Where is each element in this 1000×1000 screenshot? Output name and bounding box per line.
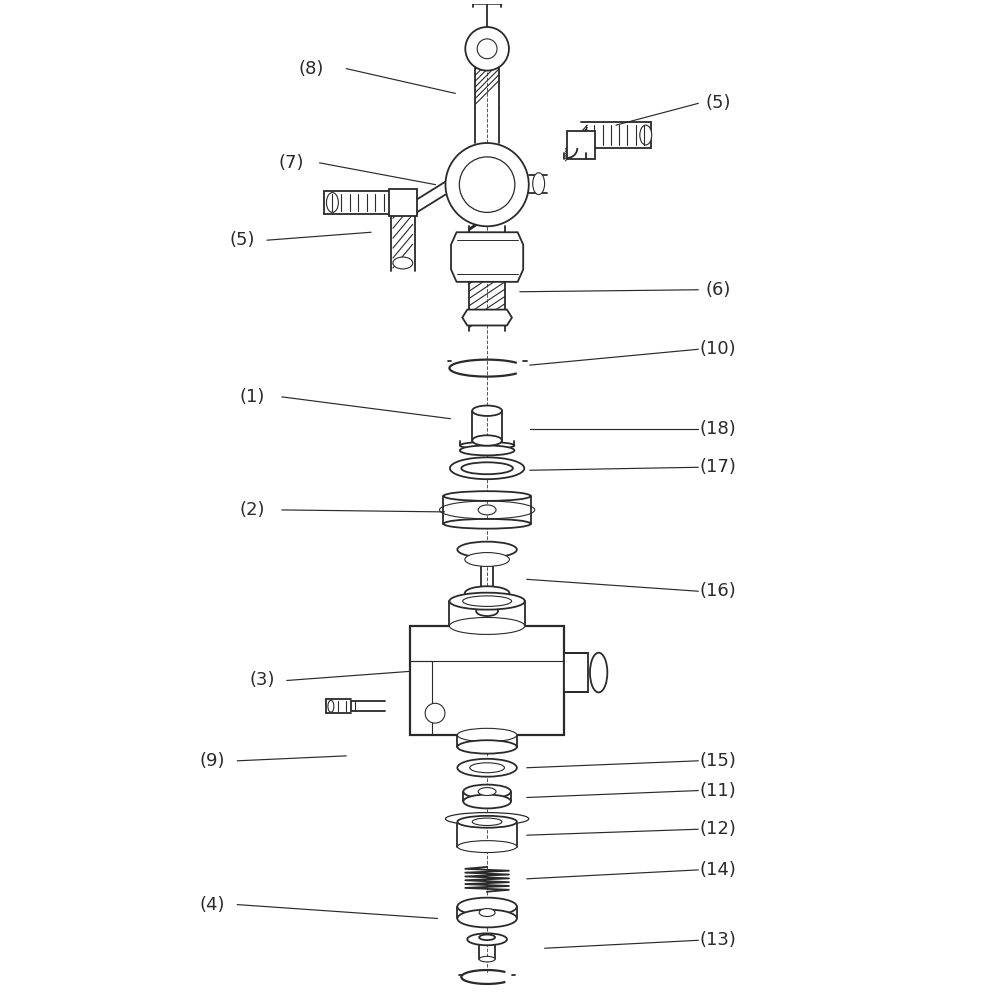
Ellipse shape: [449, 593, 525, 610]
Ellipse shape: [461, 462, 513, 474]
Text: (7): (7): [279, 154, 304, 172]
Ellipse shape: [463, 596, 512, 606]
Ellipse shape: [465, 553, 509, 566]
Ellipse shape: [470, 763, 504, 773]
Text: (13): (13): [700, 931, 737, 949]
Polygon shape: [451, 232, 523, 282]
Ellipse shape: [326, 193, 338, 212]
Ellipse shape: [460, 445, 514, 455]
Ellipse shape: [457, 816, 517, 828]
Ellipse shape: [590, 653, 607, 692]
Ellipse shape: [443, 519, 531, 529]
Ellipse shape: [449, 617, 525, 634]
Text: (17): (17): [700, 458, 737, 476]
Ellipse shape: [478, 788, 496, 796]
Text: (10): (10): [700, 340, 736, 358]
Ellipse shape: [533, 173, 545, 195]
Ellipse shape: [478, 505, 496, 515]
Text: (15): (15): [700, 752, 737, 770]
Ellipse shape: [463, 785, 511, 798]
Text: (16): (16): [700, 582, 737, 600]
Text: (4): (4): [200, 896, 225, 914]
Circle shape: [459, 157, 515, 212]
Text: (9): (9): [200, 752, 225, 770]
Bar: [389, 189, 417, 216]
Bar: [410, 626, 564, 735]
Ellipse shape: [472, 818, 502, 826]
Ellipse shape: [445, 813, 529, 825]
Text: (6): (6): [705, 281, 731, 299]
Circle shape: [465, 27, 509, 71]
Ellipse shape: [479, 935, 495, 940]
Text: (1): (1): [239, 388, 265, 406]
Polygon shape: [462, 310, 512, 325]
Circle shape: [425, 703, 445, 723]
Text: (5): (5): [705, 94, 731, 112]
Bar: [567, 131, 595, 159]
Ellipse shape: [328, 700, 334, 712]
Text: (14): (14): [700, 861, 737, 879]
Ellipse shape: [463, 795, 511, 808]
Ellipse shape: [450, 457, 524, 479]
Circle shape: [477, 39, 497, 59]
Ellipse shape: [479, 909, 495, 916]
Ellipse shape: [640, 125, 652, 145]
Ellipse shape: [457, 740, 517, 754]
Ellipse shape: [393, 257, 413, 269]
Text: (3): (3): [249, 671, 275, 689]
Ellipse shape: [457, 728, 517, 742]
Ellipse shape: [457, 898, 517, 916]
Text: (12): (12): [700, 820, 737, 838]
Ellipse shape: [457, 542, 517, 558]
Text: (18): (18): [700, 420, 737, 438]
Text: (5): (5): [229, 231, 255, 249]
Ellipse shape: [443, 491, 531, 501]
Ellipse shape: [472, 435, 502, 446]
Ellipse shape: [479, 956, 495, 962]
Ellipse shape: [476, 606, 498, 616]
Ellipse shape: [460, 442, 514, 449]
Text: (2): (2): [239, 501, 265, 519]
Circle shape: [445, 143, 529, 226]
Ellipse shape: [457, 910, 517, 927]
Ellipse shape: [467, 933, 507, 945]
Ellipse shape: [465, 586, 509, 600]
Ellipse shape: [472, 406, 502, 416]
Text: (8): (8): [299, 60, 324, 78]
Ellipse shape: [457, 759, 517, 777]
Ellipse shape: [457, 841, 517, 853]
Text: (11): (11): [700, 782, 737, 800]
Bar: [564, 653, 588, 692]
Ellipse shape: [472, 594, 502, 604]
